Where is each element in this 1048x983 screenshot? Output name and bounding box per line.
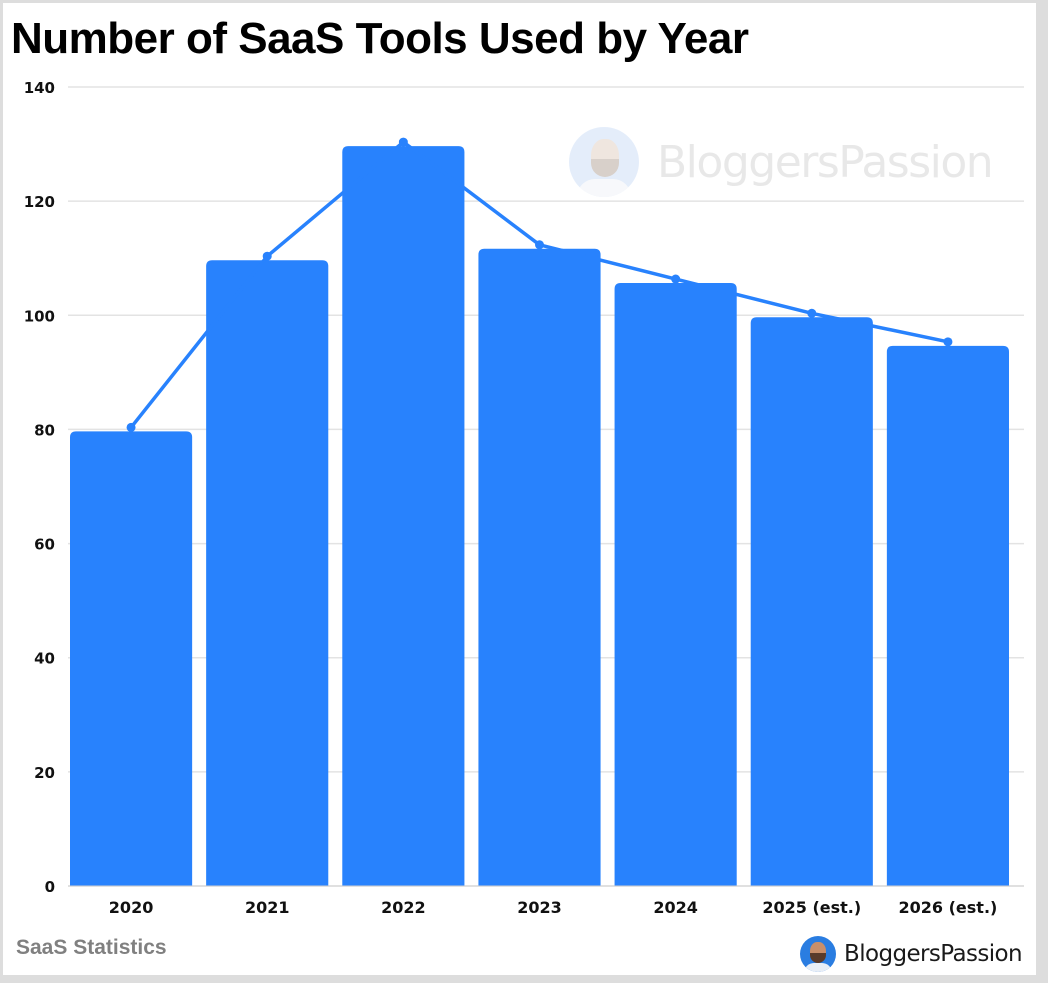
trend-marker — [126, 422, 136, 432]
watermark-text: BloggersPassion — [657, 136, 994, 188]
y-tick-label: 100 — [24, 307, 55, 325]
trend-marker — [535, 240, 544, 250]
y-tick-label: 60 — [34, 536, 55, 554]
bar — [342, 146, 465, 887]
y-tick-label: 140 — [24, 79, 55, 97]
trend-marker — [398, 137, 408, 147]
bar — [750, 317, 873, 886]
bar — [886, 345, 1009, 887]
x-tick-label: 2022 — [381, 898, 426, 917]
author-avatar-icon — [800, 936, 837, 972]
trend-marker — [807, 308, 817, 318]
y-tick-label: 80 — [34, 421, 55, 439]
x-tick-label: 2020 — [109, 898, 154, 917]
y-tick-label: 0 — [45, 878, 55, 896]
bar — [478, 248, 601, 887]
watermark: BloggersPassion — [569, 127, 994, 197]
chart-card: Number of SaaS Tools Used by Year 0 20 40 6… — [3, 3, 1036, 975]
y-tick-label: 120 — [24, 193, 55, 211]
x-tick-label: 2023 — [517, 898, 562, 917]
x-tick-label: 2024 — [653, 898, 698, 917]
brand-name: BloggersPassion — [844, 941, 1023, 967]
y-tick-label: 20 — [34, 764, 55, 782]
y-tick-label: 40 — [34, 650, 55, 668]
author-avatar-icon — [569, 127, 639, 197]
chart-plot-area: 0 20 40 60 80 100 120 140 2020 2021 2022 2023 2024 20… — [24, 79, 1024, 917]
bar — [614, 283, 737, 886]
x-tick-label: 2021 — [245, 898, 290, 917]
bar — [70, 431, 193, 886]
x-tick-label: 2026 (est.) — [899, 898, 998, 917]
x-tick-label: 2025 (est.) — [762, 898, 861, 917]
source-label: SaaS Statistics — [16, 936, 167, 959]
trend-marker — [943, 337, 953, 347]
trend-marker — [262, 251, 272, 261]
bar — [206, 260, 329, 886]
chart-title: Number of SaaS Tools Used by Year — [11, 14, 749, 63]
trend-marker — [671, 274, 681, 284]
brand-logo: BloggersPassion — [800, 936, 1023, 972]
